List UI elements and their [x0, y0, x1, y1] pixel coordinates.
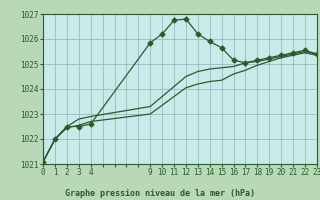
- Text: Graphe pression niveau de la mer (hPa): Graphe pression niveau de la mer (hPa): [65, 189, 255, 198]
